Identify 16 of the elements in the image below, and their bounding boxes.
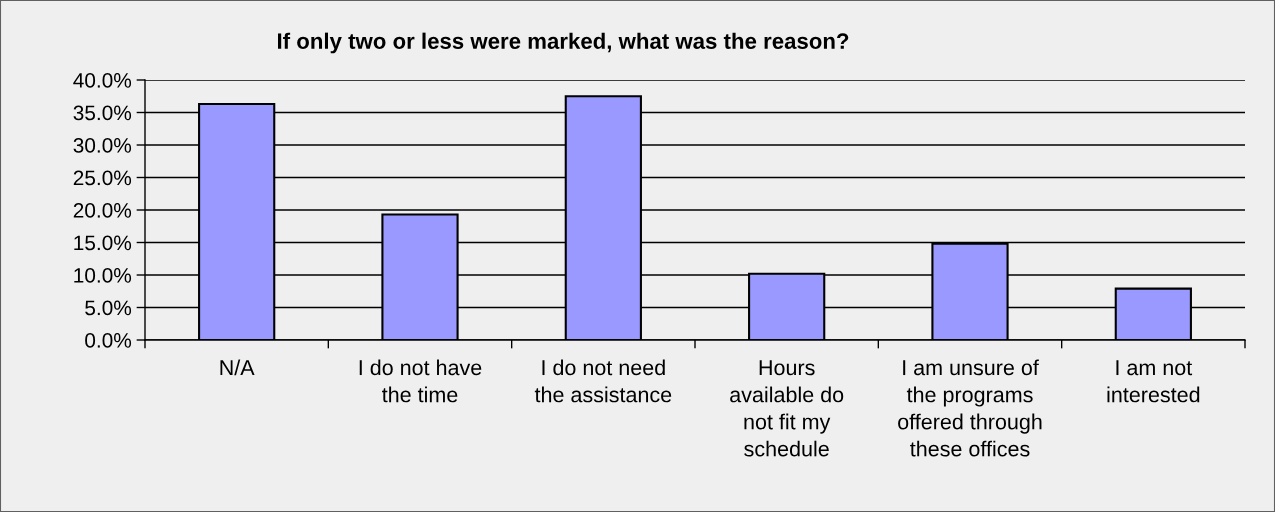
y-tick-label: 15.0% xyxy=(74,235,132,251)
x-tick-label: I do not have the time xyxy=(359,359,482,403)
y-tick-label: 20.0% xyxy=(73,203,132,218)
y-tick-label: 0.0% xyxy=(85,333,132,348)
y-tick-label: 5.0% xyxy=(85,300,132,316)
y-tick-label: 30.0% xyxy=(73,138,132,153)
chart-title: If only two or less were marked, what was the reason? xyxy=(278,32,849,54)
x-tick-label: N/A xyxy=(220,359,255,376)
x-tick-label: I am unsure of the programs offered through these offices xyxy=(898,359,1042,457)
x-tick-label: I do not need the assistance xyxy=(534,359,672,403)
y-tick-label: 25.0% xyxy=(73,170,132,186)
y-tick-label: 10.0% xyxy=(74,268,132,283)
y-tick-label: 40.0% xyxy=(73,73,132,88)
x-tick-label: I am not interested xyxy=(1107,360,1200,403)
y-tick-label: 35.0% xyxy=(73,105,132,121)
x-tick-label: Hours available do not fit my schedule xyxy=(730,360,844,457)
